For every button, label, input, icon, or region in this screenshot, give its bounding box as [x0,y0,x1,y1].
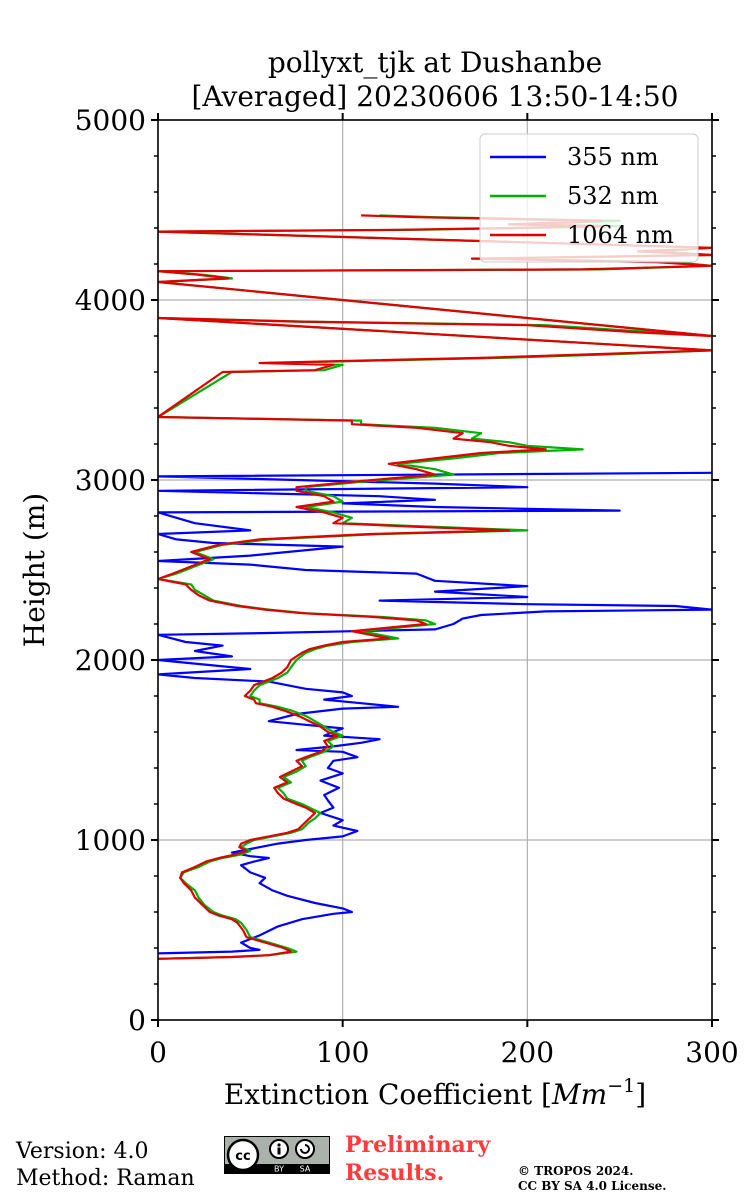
x-axis-label-end: ] [635,1078,646,1111]
preliminary-notice: Preliminary Results. [345,1131,490,1187]
series-line-355-nm [158,471,712,955]
x-tick-label: 200 [501,1036,554,1069]
legend-label: 355 nm [567,143,659,171]
legend: 355 nm 532 nm 1064 nm [479,133,699,263]
y-tick-label: 4000 [75,284,146,317]
cc-license-badge: cc BY SA [224,1136,330,1174]
cc-sa-text: SA [300,1165,311,1174]
y-axis-label: Height (m) [18,493,51,647]
plot-frame [157,119,713,1021]
method-text: Method: Raman [16,1166,195,1191]
y-tick-label: 2000 [75,644,146,677]
x-axis-label-exp: −1 [607,1075,635,1097]
series-layer [158,214,712,960]
x-tick-label: 100 [316,1036,369,1069]
extinction-chart: pollyxt_tjk at Dushanbe [Averaged] 20230… [18,46,739,1111]
version-text: Version: 4.0 [16,1139,149,1164]
copyright-line1: © TROPOS 2024. [518,1164,634,1178]
footer-info: Version: 4.0 Method: Raman [16,1138,195,1192]
series-line-532-nm [158,214,712,960]
legend-label: 532 nm [567,182,659,210]
cc-text: cc [235,1149,250,1164]
preliminary-line2: Results. [345,1160,445,1186]
preliminary-line1: Preliminary [345,1132,491,1158]
cc-by-text: BY [274,1165,284,1174]
legend-label: 1064 nm [567,221,674,249]
copyright-line2: CC BY SA 4.0 License. [518,1179,667,1193]
y-tick-label: 5000 [75,104,146,137]
copyright-notice: © TROPOS 2024. CC BY SA 4.0 License. [518,1164,666,1194]
x-axis-label: Extinction Coefficient [Mm−1] [224,1075,646,1111]
y-tick-label: 0 [128,1004,146,1037]
x-tick-label: 300 [685,1036,738,1069]
chart-title-line1: pollyxt_tjk at Dushanbe [268,46,602,79]
series-line-1064-nm [158,214,712,960]
legend-box [479,133,699,263]
x-tick-label: 0 [149,1036,167,1069]
x-axis-label-text: Extinction Coefficient [ [224,1078,552,1111]
x-axis-label-unit: Mm [551,1078,607,1111]
y-tick-label: 1000 [75,824,146,857]
y-tick-label: 3000 [75,464,146,497]
chart-title-line2: [Averaged] 20230606 13:50-14:50 [192,80,679,113]
